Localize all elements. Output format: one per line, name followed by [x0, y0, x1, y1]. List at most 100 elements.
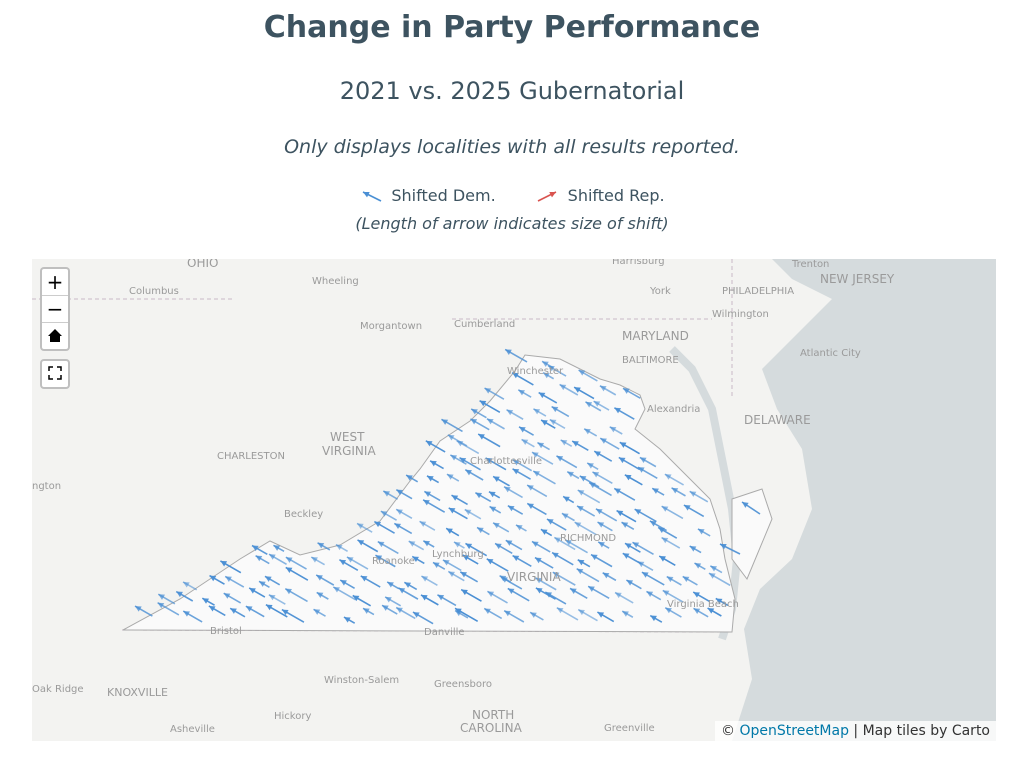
- arrow-head: [396, 509, 403, 515]
- arrow-head: [527, 485, 534, 491]
- state-border: [32, 259, 733, 633]
- arrow-head: [460, 571, 467, 578]
- legend-label: Shifted Dem.: [391, 186, 496, 205]
- arrow-head: [689, 491, 697, 497]
- map[interactable]: OHIO Columbus Wheeling Harrisburg Trento…: [32, 259, 996, 741]
- arrow-head: [442, 559, 450, 566]
- arrow-head: [570, 588, 577, 594]
- arrow-head: [577, 559, 585, 566]
- arrow-head: [255, 555, 263, 562]
- map-label: Charlottesville: [470, 456, 542, 467]
- arrow-head: [637, 561, 645, 568]
- arrow-head: [521, 439, 529, 445]
- arrow-head: [708, 573, 716, 579]
- map-label: Bristol: [210, 626, 242, 637]
- arrow-head: [622, 388, 630, 394]
- arrow-head: [598, 541, 605, 548]
- arrow-head: [273, 545, 281, 551]
- arrow-head: [512, 459, 520, 466]
- arrow-head: [549, 419, 557, 426]
- zoom-out[interactable]: −: [42, 296, 68, 323]
- map-label: MARYLAND: [622, 329, 689, 343]
- arrow-head: [505, 349, 512, 355]
- arrow-head: [420, 594, 428, 601]
- arrow-head: [594, 451, 601, 457]
- arrow-head: [556, 607, 564, 614]
- arrow-head: [158, 594, 165, 600]
- arrow-head: [609, 426, 617, 433]
- home-button[interactable]: [42, 323, 68, 349]
- arrow-head: [487, 591, 495, 597]
- arrow-head: [464, 509, 472, 516]
- arrow-head: [504, 486, 511, 493]
- map-label: Beckley: [284, 509, 323, 520]
- map-label: NORTH: [472, 708, 514, 722]
- arrow-head: [507, 588, 515, 595]
- arrow-head: [658, 527, 665, 534]
- arrow-head: [693, 592, 700, 598]
- arrow-head: [634, 509, 642, 515]
- arrow-head: [551, 406, 559, 413]
- map-label: OHIO: [187, 259, 218, 270]
- arrow-head: [385, 596, 392, 603]
- arrow-head: [157, 602, 165, 609]
- map-label: Winchester: [507, 366, 564, 377]
- arrow-head: [484, 388, 492, 394]
- arrow-head: [552, 572, 560, 578]
- map-label: Atlantic City: [800, 348, 861, 359]
- arrow-head: [419, 521, 427, 527]
- arrow-head: [707, 608, 715, 614]
- arrow-head: [512, 468, 520, 475]
- arrow-head: [448, 571, 455, 578]
- map-canvas: OHIO Columbus Wheeling Harrisburg Trento…: [32, 259, 996, 741]
- arrow-head: [317, 542, 325, 549]
- attribution-link[interactable]: OpenStreetMap: [739, 723, 849, 739]
- arrow-head: [560, 439, 568, 446]
- map-label: Alexandria: [647, 404, 700, 415]
- zoom-in[interactable]: +: [42, 269, 68, 296]
- arrow-head: [593, 401, 601, 407]
- arrow-head: [661, 537, 669, 544]
- arrow-head: [507, 505, 515, 512]
- arrow-head: [249, 587, 256, 594]
- arrow-head: [533, 408, 541, 415]
- arrow-head: [412, 612, 420, 618]
- arrow-head: [624, 543, 632, 549]
- arrow-head: [432, 562, 440, 568]
- arrow-head: [512, 372, 519, 379]
- arrow-head: [134, 606, 142, 612]
- arrow-head: [532, 452, 539, 458]
- arrow-head: [475, 492, 483, 499]
- arrow-head: [595, 508, 603, 515]
- fullscreen-button[interactable]: [42, 361, 68, 387]
- arrow-head: [710, 565, 718, 572]
- arrow-head: [259, 581, 266, 587]
- arrow-head: [461, 589, 468, 596]
- legend-label: Shifted Rep.: [567, 186, 665, 205]
- map-label: Greenville: [604, 723, 655, 734]
- arrow-head: [459, 457, 467, 464]
- arrow-head: [664, 474, 672, 480]
- arrow-head: [742, 502, 749, 508]
- arrow-head: [426, 475, 434, 482]
- arrow-head: [455, 608, 462, 614]
- arrow-head: [652, 488, 659, 494]
- legend-swatch: [537, 190, 557, 202]
- map-label: Wheeling: [312, 276, 359, 287]
- fullscreen-control: [40, 359, 70, 389]
- arrow-head: [614, 488, 621, 494]
- arrow-head: [383, 491, 390, 497]
- arrow-head: [600, 438, 607, 444]
- arrow-head: [554, 537, 562, 544]
- arrow-head: [641, 572, 649, 578]
- map-label: Wilmington: [712, 309, 769, 320]
- arrow-head: [543, 372, 550, 379]
- arrow-head: [424, 491, 432, 498]
- map-label: Morgantown: [360, 321, 422, 332]
- map-label: NEW JERSEY: [820, 272, 895, 286]
- attribution-prefix: ©: [721, 723, 736, 739]
- attribution-text: | Map tiles by Carto: [853, 723, 990, 739]
- arrow-head: [281, 609, 289, 616]
- arrow-head: [515, 524, 523, 531]
- arrow-head: [615, 592, 622, 599]
